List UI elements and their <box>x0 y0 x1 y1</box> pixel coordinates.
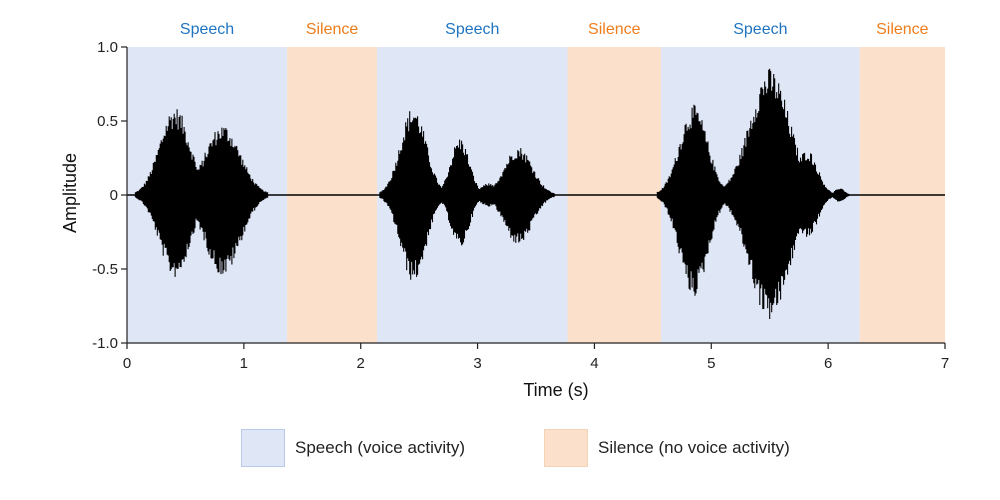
legend-item-speech: Speech (voice activity) <box>241 428 465 468</box>
waveform-burst-path-5 <box>481 148 556 243</box>
x-tick-label-0: 0 <box>123 355 131 372</box>
segment-label-speech-4: Speech <box>733 21 787 38</box>
waveform-burst-path-1 <box>176 127 269 275</box>
legend-swatch-silence <box>544 429 588 467</box>
legend: Speech (voice activity) Silence (no voic… <box>0 428 1000 470</box>
legend-item-silence: Silence (no voice activity) <box>544 428 790 468</box>
x-tick-label-6: 6 <box>824 355 832 372</box>
segment-label-silence-3: Silence <box>588 21 641 38</box>
x-tick-label-2: 2 <box>357 355 365 372</box>
x-tick-label-7: 7 <box>941 355 949 372</box>
waveform-burst-path-9 <box>827 188 853 202</box>
waveform-burst-5 <box>481 148 556 243</box>
legend-label-silence: Silence (no voice activity) <box>598 438 790 457</box>
x-tick-label-4: 4 <box>590 355 598 372</box>
y-tick-label-3: -0.5 <box>92 261 118 278</box>
x-axis-label: Time (s) <box>523 380 588 400</box>
segment-label-silence-5: Silence <box>876 21 929 38</box>
x-tick-label-5: 5 <box>707 355 715 372</box>
waveform-burst-9 <box>827 188 853 202</box>
y-tick-label-0: 1.0 <box>97 39 118 56</box>
y-tick-label-2: 0 <box>110 187 118 204</box>
segment-label-silence-1: Silence <box>306 21 359 38</box>
x-tick-label-1: 1 <box>240 355 248 372</box>
segment-label-speech-2: Speech <box>445 21 499 38</box>
y-tick-label-4: -1.0 <box>92 335 118 352</box>
legend-swatch-speech <box>241 429 285 467</box>
y-tick-label-1: 0.5 <box>97 113 118 130</box>
legend-label-speech: Speech (voice activity) <box>295 438 466 457</box>
chart-svg: Speech Silence Speech Silence Speech Silence 0… <box>60 21 949 400</box>
waveform-burst-1 <box>176 127 269 275</box>
segment-label-speech-0: Speech <box>180 21 234 38</box>
y-axis-label: Amplitude <box>60 153 80 233</box>
x-tick-label-3: 3 <box>473 355 481 372</box>
